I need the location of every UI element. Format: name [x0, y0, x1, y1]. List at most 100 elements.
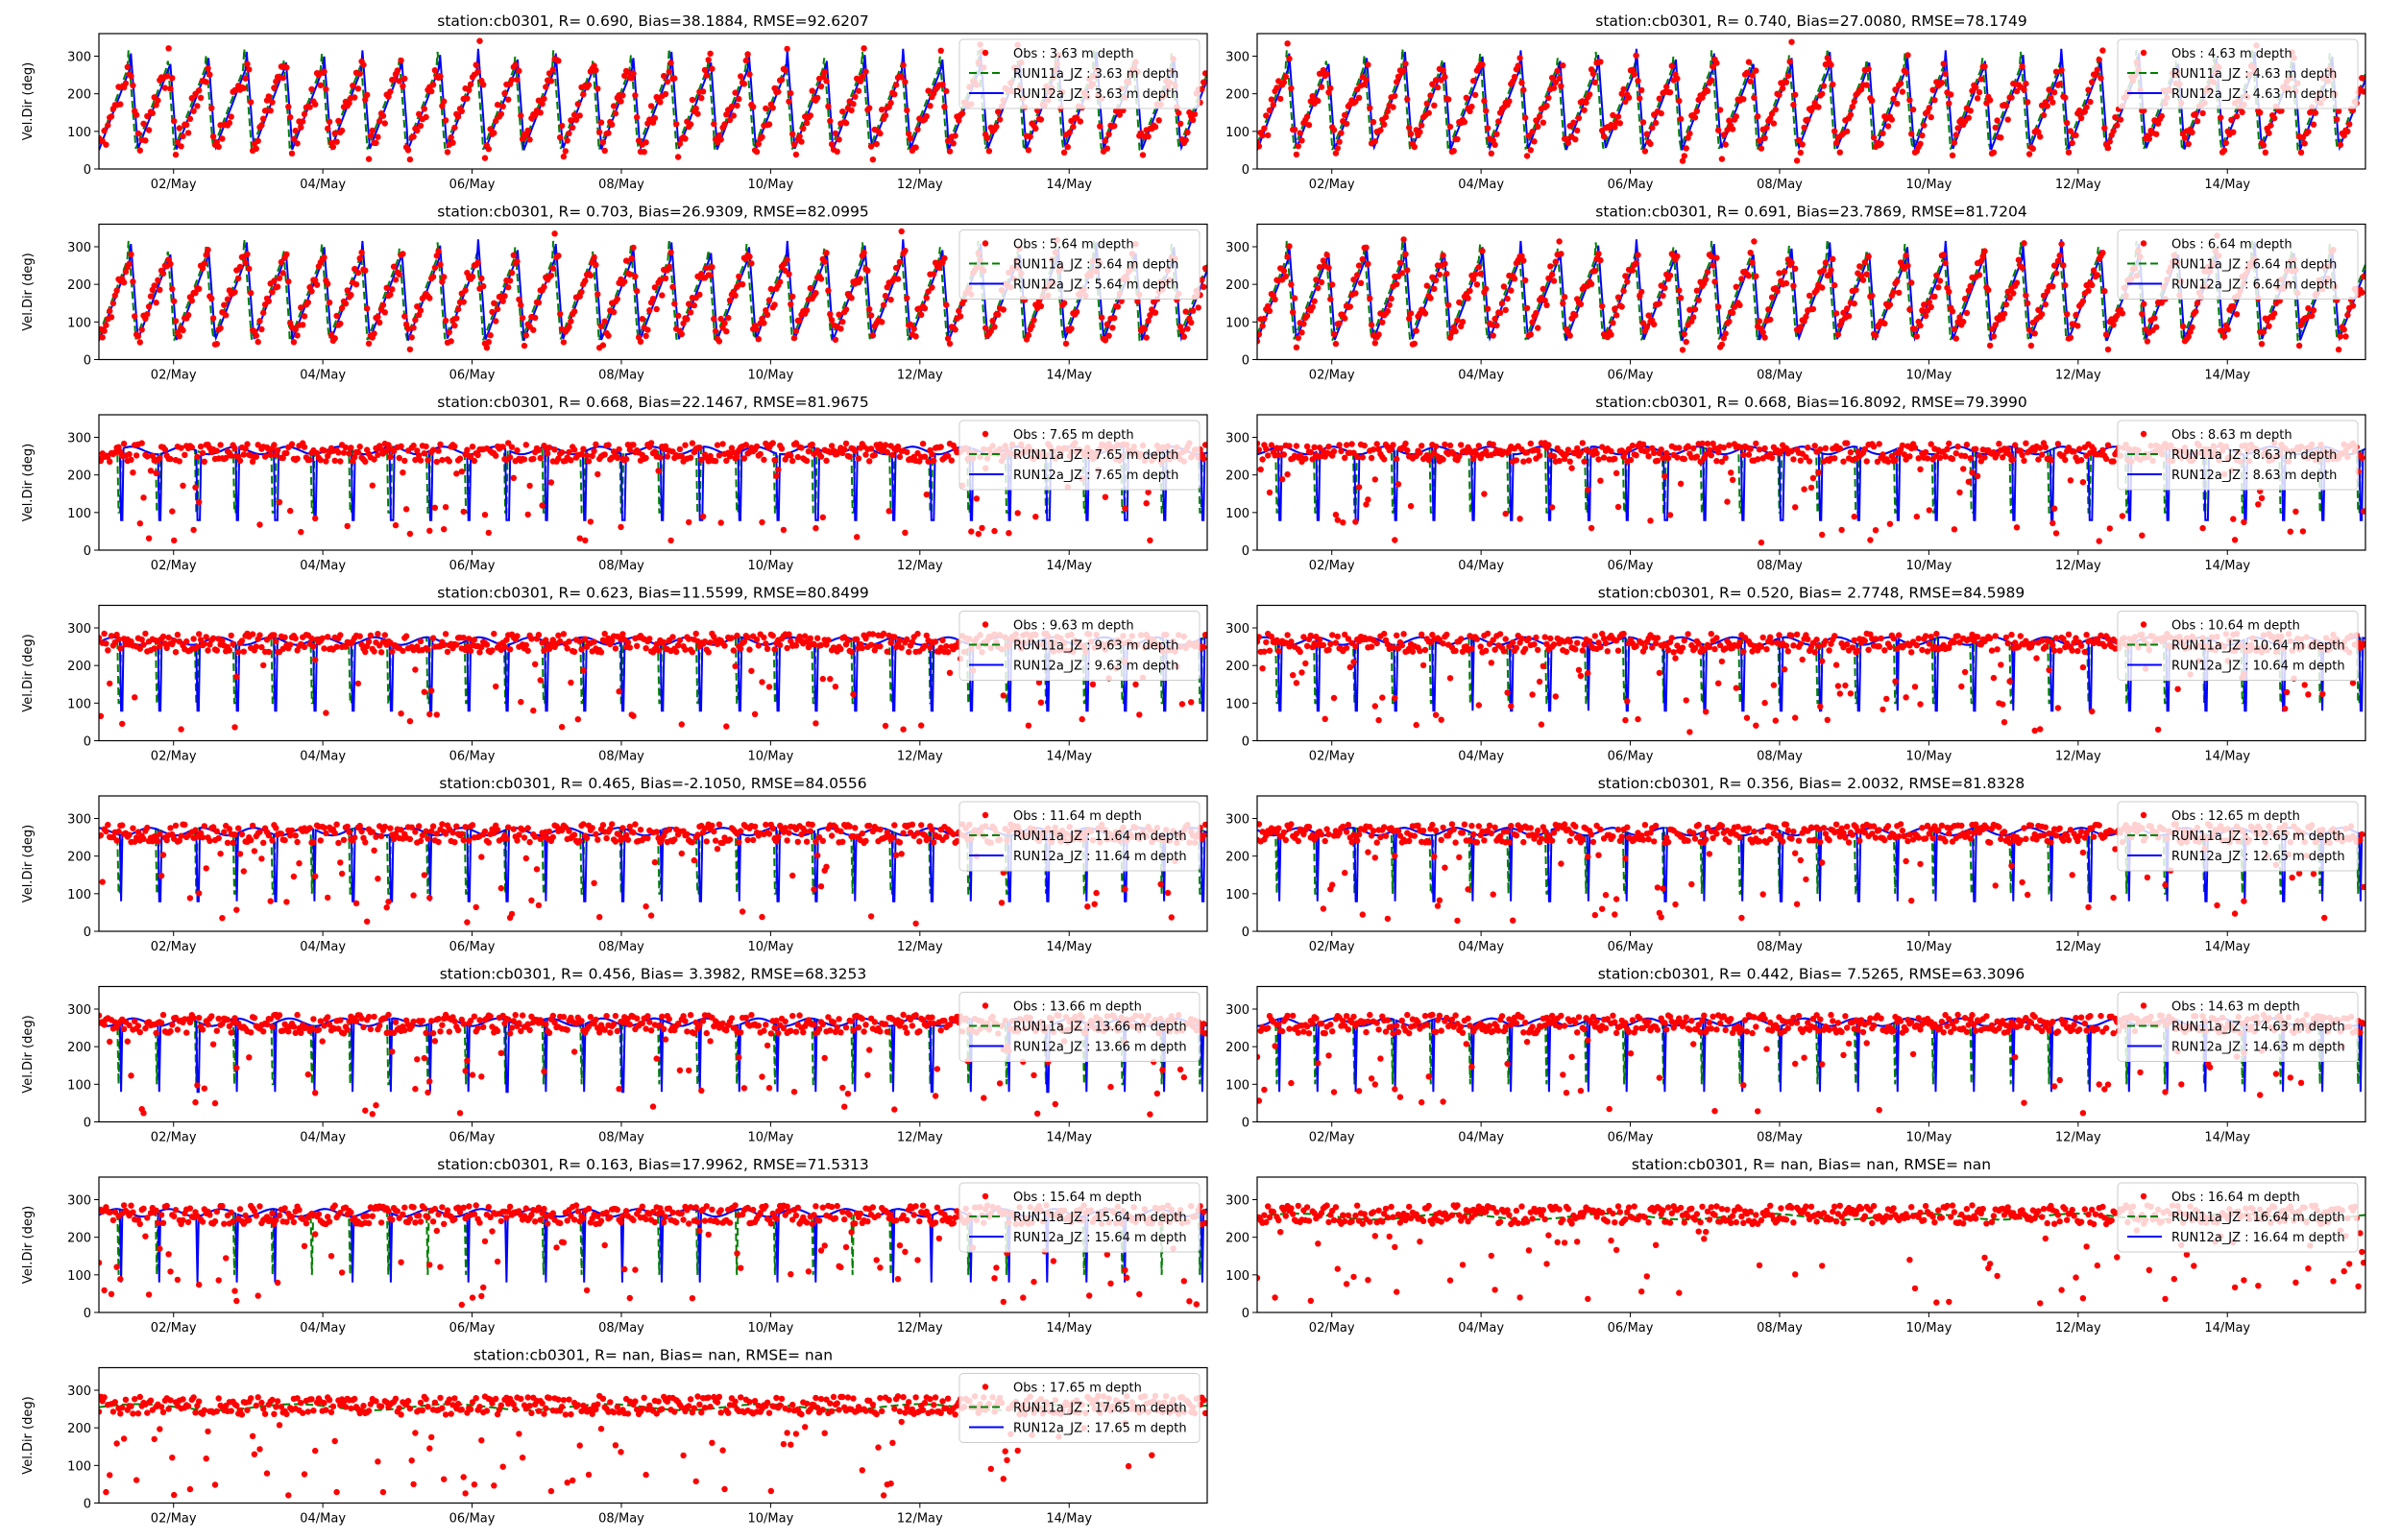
obs-point [911, 325, 917, 331]
obs-point [1103, 138, 1108, 144]
obs-point [1001, 306, 1006, 312]
obs-point [428, 687, 434, 693]
obs-point [1553, 693, 1559, 699]
obs-point [1284, 253, 1290, 259]
obs-point [1852, 638, 1857, 643]
obs-point [225, 297, 230, 302]
obs-point [784, 46, 789, 52]
obs-point [337, 458, 343, 464]
obs-point [412, 317, 418, 323]
obs-point [1038, 116, 1044, 122]
obs-point [416, 111, 422, 117]
obs-point [364, 92, 370, 98]
obs-point [1304, 113, 1310, 119]
obs-point [1284, 471, 1290, 477]
obs-point [927, 103, 933, 108]
obs-point [1440, 456, 1445, 462]
obs-point [171, 299, 177, 304]
obs-point [532, 315, 538, 321]
obs-point [308, 86, 314, 92]
obs-point [688, 455, 693, 461]
obs-point [1831, 282, 1837, 288]
obs-point [1433, 444, 1439, 449]
obs-point [663, 91, 668, 97]
obs-point [2025, 99, 2030, 105]
obs-point [759, 679, 764, 685]
obs-point [1489, 151, 1494, 156]
obs-point [1896, 632, 1902, 638]
obs-point [2344, 312, 2350, 318]
obs-point [1635, 716, 1640, 722]
obs-point [373, 140, 378, 146]
obs-point [1327, 641, 1333, 647]
obs-point [1865, 66, 1871, 72]
obs-point [2261, 142, 2267, 148]
obs-point [1757, 318, 1762, 324]
obs-point [1852, 99, 1857, 105]
obs-point [2051, 506, 2057, 512]
obs-point [287, 114, 293, 120]
obs-point [1651, 450, 1657, 456]
obs-point [693, 631, 699, 637]
obs-point [1356, 95, 1362, 101]
obs-point [1865, 253, 1871, 259]
obs-point [1331, 695, 1337, 701]
obs-point [791, 141, 797, 147]
obs-point [698, 457, 704, 463]
obs-point [1414, 722, 1419, 728]
obs-point [470, 274, 475, 279]
obs-point [1026, 723, 1031, 729]
obs-point [696, 292, 702, 298]
obs-point [1451, 148, 1457, 154]
obs-point [432, 265, 438, 271]
obs-point [167, 456, 173, 462]
obs-point [1560, 62, 1565, 68]
obs-point [1310, 304, 1316, 310]
obs-point [1491, 442, 1496, 447]
obs-point [862, 451, 868, 457]
obs-point [1968, 283, 1974, 289]
obs-point [1927, 640, 1932, 646]
obs-point [254, 332, 259, 338]
obs-point [1746, 451, 1752, 457]
obs-point [1529, 319, 1535, 325]
obs-point [1808, 485, 1814, 491]
obs-point [1946, 289, 1952, 295]
obs-point [1458, 636, 1464, 641]
obs-point [861, 45, 866, 51]
obs-point [627, 272, 633, 277]
obs-point [1707, 644, 1712, 650]
obs-point [2141, 301, 2146, 306]
obs-point [1190, 117, 1196, 123]
obs-point [148, 293, 154, 299]
obs-point [1567, 638, 1573, 644]
obs-point [648, 440, 654, 445]
obs-point [1542, 634, 1548, 639]
obs-point [1556, 75, 1562, 81]
obs-point [1684, 339, 1689, 345]
obs-point [993, 124, 999, 130]
obs-point [318, 83, 324, 88]
obs-point [2341, 326, 2347, 332]
obs-point [204, 634, 209, 639]
obs-point [979, 525, 984, 531]
obs-point [1499, 301, 1505, 306]
obs-point [384, 285, 390, 291]
obs-point [766, 297, 772, 302]
obs-point [860, 645, 865, 651]
obs-point [1472, 272, 1478, 277]
obs-point [1298, 130, 1303, 135]
obs-point [860, 74, 865, 80]
obs-point [1680, 347, 1686, 352]
obs-point [642, 149, 647, 155]
obs-point [1323, 252, 1329, 257]
obs-point [325, 634, 330, 639]
obs-point [1830, 256, 1835, 262]
obs-point [904, 637, 909, 642]
obs-point [530, 456, 536, 462]
obs-point [908, 135, 913, 141]
obs-point [1200, 644, 1206, 650]
obs-point [566, 324, 571, 329]
obs-point [2300, 528, 2306, 534]
